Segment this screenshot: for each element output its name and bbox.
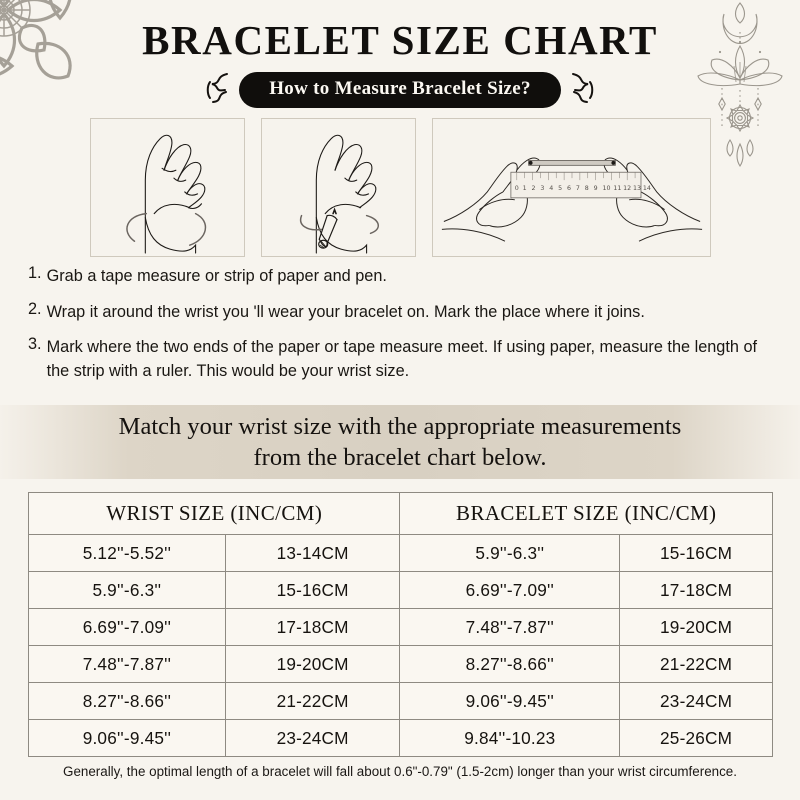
cell-wrist-inch: 7.48''-7.87'' [28,645,226,683]
footnote-text: Generally, the optimal length of a brace… [63,764,737,779]
cell-wrist-inch: 5.12''-5.52'' [28,534,226,572]
svg-text:9: 9 [593,185,597,192]
cell-bracelet-cm: 15-16CM [619,534,773,572]
svg-text:13: 13 [633,185,641,192]
table-row: 9.06''-9.45'' 23-24CM 9.84''-10.23 25-26… [28,719,773,757]
step-number: 3. [28,335,42,354]
cell-bracelet-inch: 9.84''-10.23 [399,719,621,757]
table-row: 5.12''-5.52'' 13-14CM 5.9''-6.3'' 15-16C… [28,534,773,572]
cell-bracelet-inch: 7.48''-7.87'' [399,608,621,646]
cell-wrist-inch: 6.69''-7.09'' [28,608,226,646]
cell-bracelet-inch: 8.27''-8.66'' [399,645,621,683]
cell-wrist-cm: 19-20CM [224,645,401,683]
cell-wrist-cm: 23-24CM [224,719,401,757]
cell-wrist-cm: 15-16CM [224,571,401,609]
cell-wrist-inch: 8.27''-8.66'' [28,682,226,720]
step-text: Wrap it around the wrist you 'll wear yo… [46,302,645,321]
cell-bracelet-inch: 9.06''-9.45'' [399,682,621,720]
svg-text:4: 4 [549,185,553,192]
svg-text:10: 10 [602,185,610,192]
svg-text:8: 8 [584,185,588,192]
ornament-flourish-left-icon [206,70,230,110]
svg-text:6: 6 [567,185,571,192]
section-subtitle-row: How to Measure Bracelet Size? [0,70,800,110]
cell-bracelet-cm: 17-18CM [619,571,773,609]
step-text: Grab a tape measure or strip of paper an… [46,267,387,285]
table-header-bracelet-size: BRACELET SIZE (INC/CM) [399,492,773,535]
table-row: 8.27''-8.66'' 21-22CM 9.06''-9.45'' 23-2… [28,682,773,720]
cell-wrist-cm: 17-18CM [224,608,401,646]
svg-text:2: 2 [531,185,535,192]
page-title: BRACELET SIZE CHART [142,17,658,63]
match-size-banner: Match your wrist size with the appropria… [0,405,800,479]
svg-text:1: 1 [522,185,526,192]
how-to-measure-badge: How to Measure Bracelet Size? [239,72,561,108]
bracelet-size-table: WRIST SIZE (INC/CM) BRACELET SIZE (INC/C… [27,492,773,757]
cell-bracelet-cm: 21-22CM [619,645,773,683]
figure-fist-with-tape-measure [89,118,245,257]
cell-bracelet-cm: 19-20CM [619,608,773,646]
step-number: 2. [28,299,42,318]
svg-text:12: 12 [623,185,631,192]
svg-text:11: 11 [613,185,621,192]
cell-bracelet-cm: 25-26CM [619,719,773,757]
banner-line-2: from the bracelet chart below. [253,444,547,471]
instruction-steps: 1. Grab a tape measure or strip of paper… [28,265,776,396]
list-item: 3. Mark where the two ends of the paper … [28,336,776,383]
table-row: 7.48''-7.87'' 19-20CM 8.27''-8.66'' 21-2… [28,645,773,683]
banner-line-1: Match your wrist size with the appropria… [118,412,682,440]
cell-wrist-cm: 21-22CM [224,682,401,720]
svg-text:7: 7 [575,185,579,192]
svg-text:5: 5 [558,185,562,192]
cell-wrist-cm: 13-14CM [224,534,401,572]
cell-bracelet-cm: 23-24CM [619,682,773,720]
table-row: 6.69''-7.09'' 17-18CM 7.48''-7.87'' 19-2… [28,608,773,646]
table-row: 5.9''-6.3'' 15-16CM 6.69''-7.09'' 17-18C… [28,571,773,609]
list-item: 2. Wrap it around the wrist you 'll wear… [28,301,776,325]
list-item: 1. Grab a tape measure or strip of paper… [28,265,776,289]
figure-fist-with-pen-marking-tape [260,118,416,257]
table-header-row: WRIST SIZE (INC/CM) BRACELET SIZE (INC/C… [27,492,773,535]
ornament-flourish-right-icon [570,70,594,110]
table-header-wrist-size: WRIST SIZE (INC/CM) [27,492,401,535]
cell-wrist-inch: 5.9''-6.3'' [28,571,226,609]
cell-wrist-inch: 9.06''-9.45'' [28,719,226,757]
svg-text:0: 0 [514,185,518,192]
cell-bracelet-inch: 5.9''-6.3'' [399,534,621,572]
svg-text:3: 3 [540,185,544,192]
step-number: 1. [28,264,42,282]
cell-bracelet-inch: 6.69''-7.09'' [399,571,621,609]
svg-text:14: 14 [642,185,650,192]
step-text: Mark where the two ends of the paper or … [46,338,758,380]
